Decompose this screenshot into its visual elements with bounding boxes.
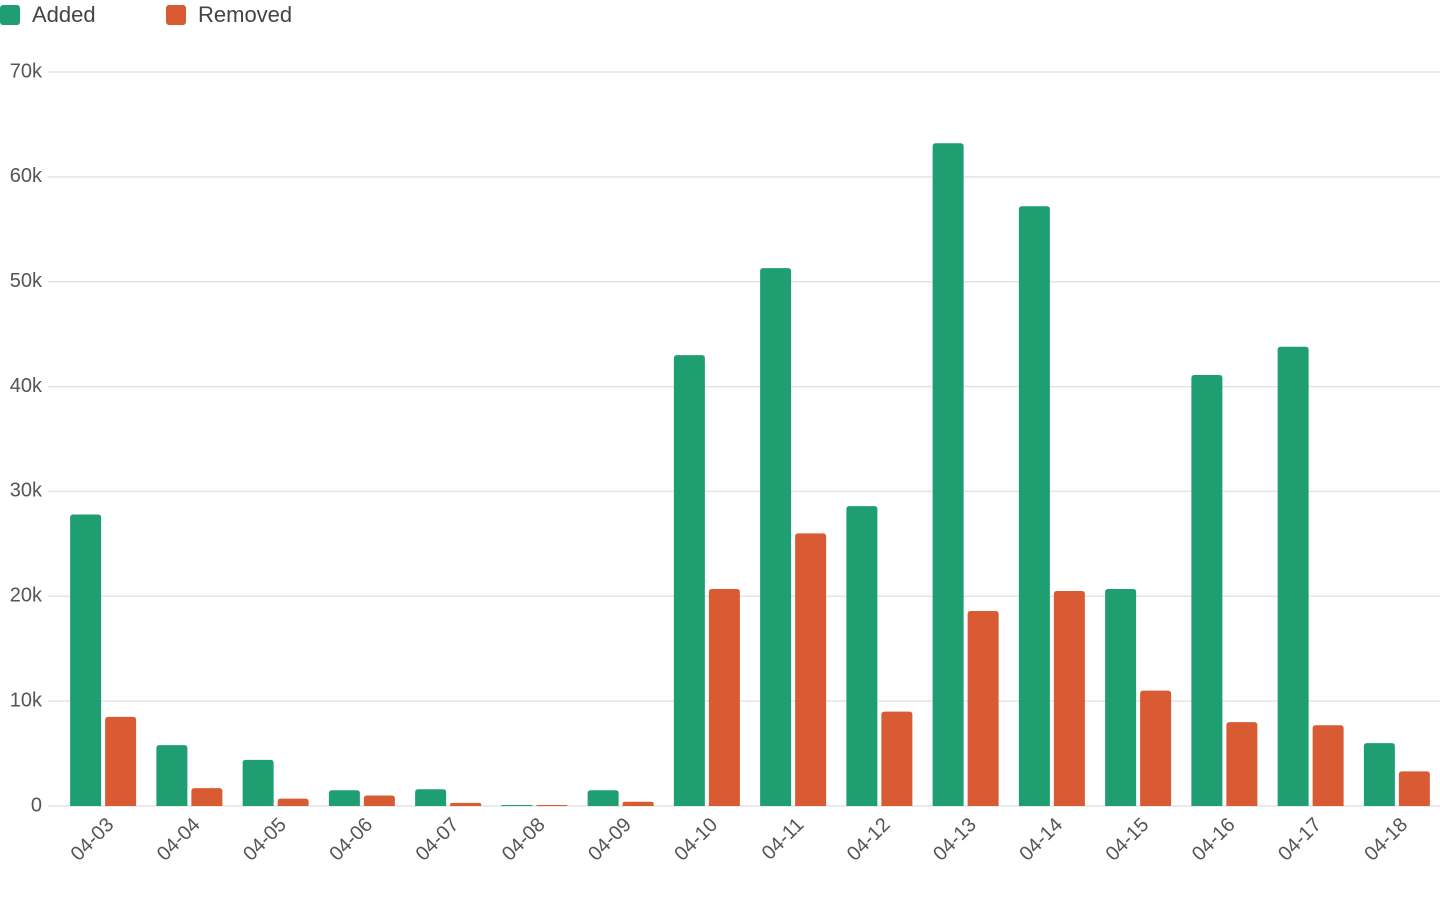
bar [1191,375,1223,806]
x-tick-label: 04-11 [758,814,809,865]
y-tick-label: 70k [10,60,43,82]
x-tick-label: 04-16 [1188,814,1240,866]
y-tick-label: 50k [10,270,43,292]
x-tick-label: 04-14 [1015,814,1067,866]
bar [1105,588,1137,806]
x-tick-label: 04-06 [325,814,377,866]
x-tick-label: 04-15 [1102,814,1154,866]
x-tick-label: 04-17 [1274,814,1326,866]
legend-swatch [166,5,186,25]
bar [277,798,309,806]
bar [708,588,740,806]
y-tick-label: 30k [10,480,43,502]
bar [932,143,964,806]
bar [156,745,188,806]
legend-swatch [0,5,20,25]
bar [673,355,705,806]
x-tick-label: 04-08 [498,814,550,866]
bar [191,788,223,806]
bar [105,716,137,806]
x-tick-label: 04-10 [670,814,722,866]
bar [967,610,999,806]
y-tick-label: 0 [31,794,42,816]
bar [363,795,395,806]
bar [1053,591,1085,806]
x-tick-label: 04-07 [412,814,464,866]
legend-label: Added [32,2,96,27]
bar [1312,725,1344,806]
x-tick-label: 04-18 [1360,814,1412,866]
x-tick-label: 04-09 [584,814,636,866]
legend-label: Removed [198,2,292,27]
bar [1226,722,1258,806]
bar [622,801,654,806]
bar [846,506,878,806]
bar [450,802,482,806]
y-tick-label: 60k [10,165,43,187]
bar [881,711,913,806]
bar [1018,206,1050,806]
bar [1140,690,1172,806]
bar [328,790,360,806]
x-tick-label: 04-04 [153,814,205,866]
bar [760,268,792,806]
x-tick-label: 04-03 [67,814,119,866]
x-tick-label: 04-05 [239,814,291,866]
y-tick-label: 10k [10,689,43,711]
y-tick-label: 20k [10,585,43,607]
bar [415,789,447,806]
bar [1277,346,1309,806]
bar [1398,771,1430,806]
x-tick-label: 04-12 [843,814,895,866]
bar [795,533,827,806]
bar [501,804,533,806]
bar [242,759,274,806]
bar [1363,743,1395,806]
x-tick-label: 04-13 [929,814,981,866]
bar [536,804,568,806]
bar [587,790,619,806]
y-tick-label: 40k [10,375,43,397]
bar [70,514,102,806]
